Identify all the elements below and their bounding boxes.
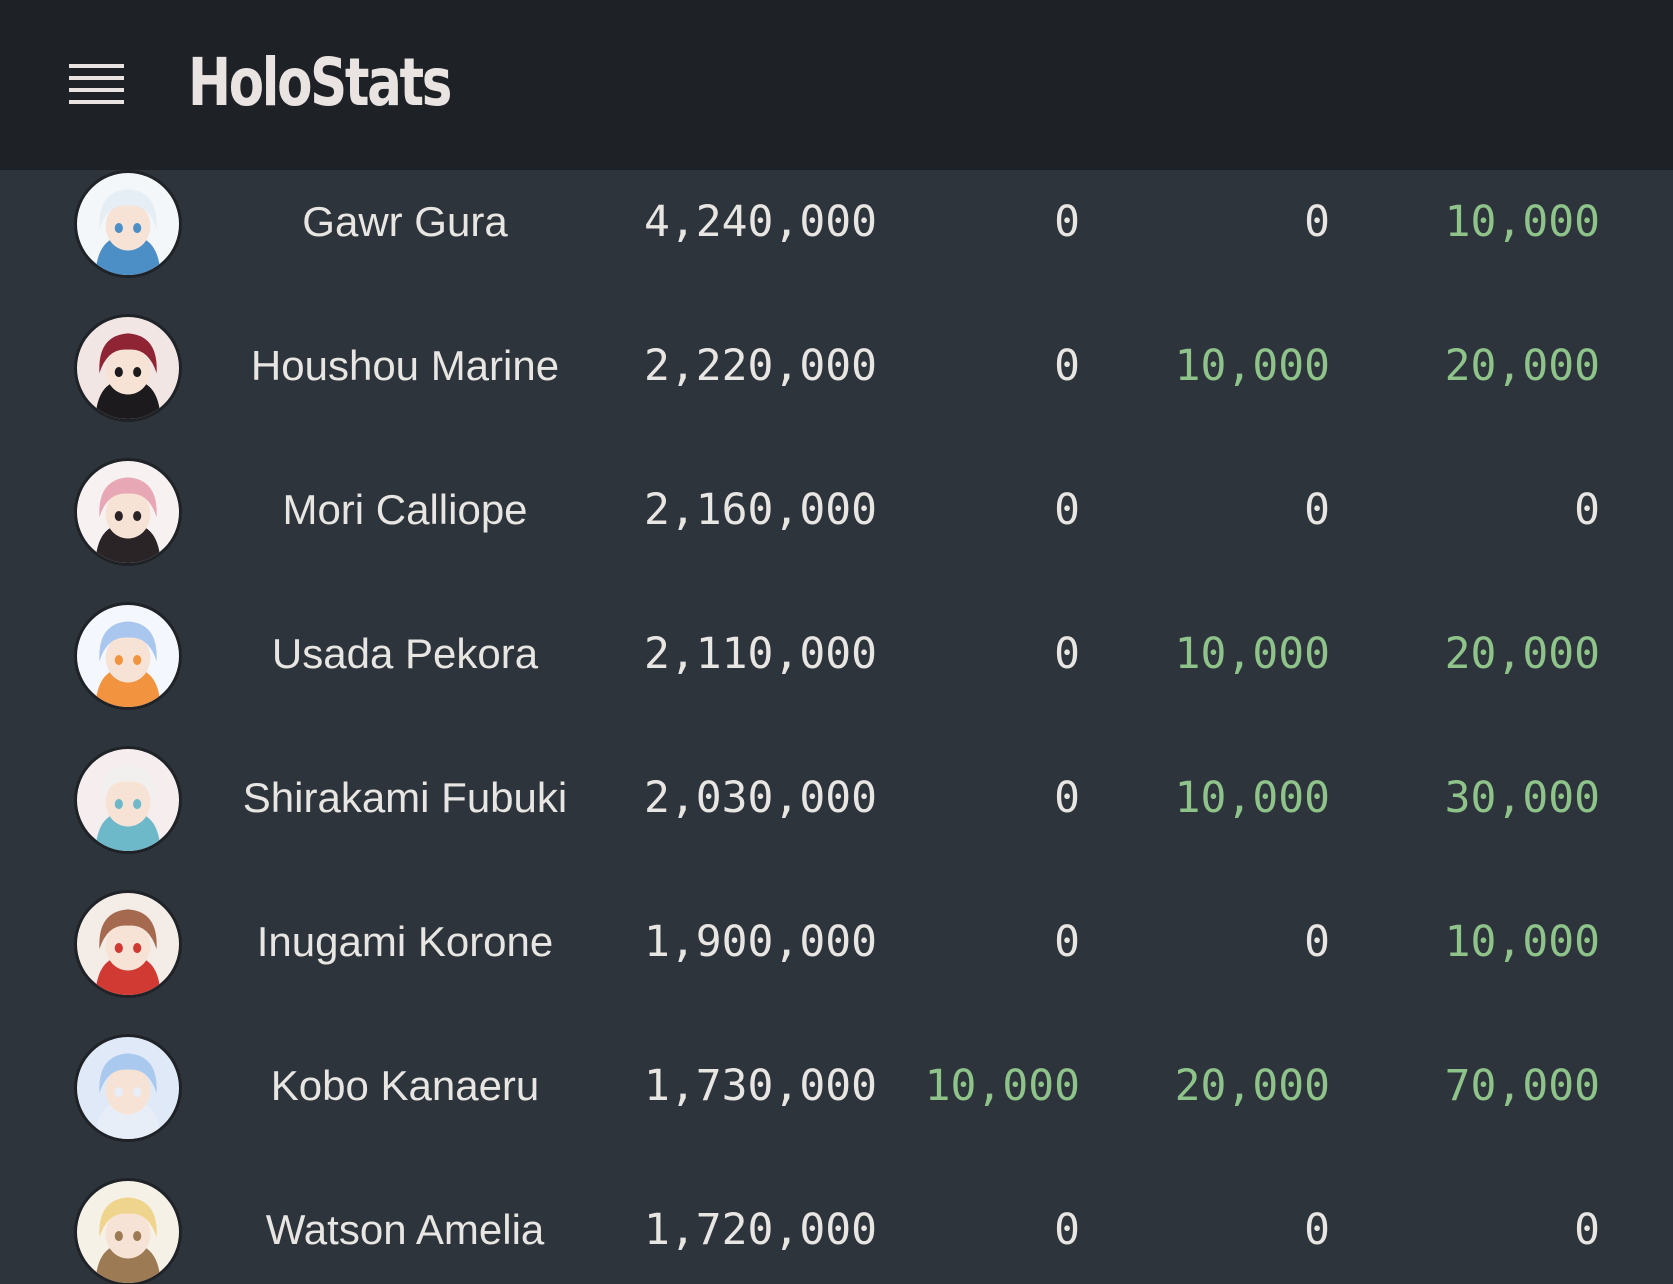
daily-change: 0 bbox=[1054, 773, 1080, 823]
app-header: HoloStats bbox=[0, 0, 1673, 170]
channel-avatar[interactable] bbox=[74, 170, 182, 278]
channel-name[interactable]: Inugami Korone bbox=[256, 918, 554, 965]
menu-bar-line bbox=[69, 88, 124, 92]
channel-name[interactable]: Gawr Gura bbox=[302, 198, 508, 245]
monthly-change: 10,000 bbox=[1444, 197, 1600, 247]
subscriber-count: 2,160,000 bbox=[644, 485, 877, 535]
daily-change: 0 bbox=[1054, 1205, 1080, 1255]
daily-change: 0 bbox=[1054, 485, 1080, 535]
subscriber-count: 1,730,000 bbox=[644, 1061, 877, 1111]
avatar-portrait-icon bbox=[77, 1037, 179, 1139]
table-row[interactable]: Watson Amelia 1,720,000 0 0 0 bbox=[0, 1158, 1673, 1284]
subscriber-count: 2,030,000 bbox=[644, 773, 877, 823]
channel-avatar[interactable] bbox=[74, 890, 182, 998]
channel-name[interactable]: Mori Calliope bbox=[282, 486, 528, 533]
weekly-change: 0 bbox=[1304, 197, 1330, 247]
channel-avatar[interactable] bbox=[74, 1034, 182, 1142]
channel-avatar[interactable] bbox=[74, 458, 182, 566]
daily-change: 0 bbox=[1054, 341, 1080, 391]
subscriber-count: 2,110,000 bbox=[644, 629, 877, 679]
hamburger-menu-icon[interactable] bbox=[64, 62, 124, 108]
channel-name[interactable]: Shirakami Fubuki bbox=[242, 774, 568, 821]
daily-change: 0 bbox=[1054, 197, 1080, 247]
channel-name[interactable]: Watson Amelia bbox=[265, 1206, 545, 1253]
table-row[interactable]: Kobo Kanaeru 1,730,000 10,000 20,000 70,000 bbox=[0, 1014, 1673, 1158]
channel-avatar[interactable] bbox=[74, 1178, 182, 1284]
weekly-change: 10,000 bbox=[1174, 341, 1330, 391]
app-title[interactable]: HoloStats bbox=[188, 44, 452, 121]
avatar-portrait-icon bbox=[77, 893, 179, 995]
subscriber-count: 4,240,000 bbox=[644, 197, 877, 247]
weekly-change: 10,000 bbox=[1174, 773, 1330, 823]
daily-change: 0 bbox=[1054, 629, 1080, 679]
weekly-change: 0 bbox=[1304, 485, 1330, 535]
monthly-change: 0 bbox=[1574, 1205, 1600, 1255]
avatar-portrait-icon bbox=[77, 317, 179, 419]
menu-bar-line bbox=[69, 76, 124, 80]
monthly-change: 0 bbox=[1574, 485, 1600, 535]
weekly-change: 20,000 bbox=[1174, 1061, 1330, 1111]
monthly-change: 10,000 bbox=[1444, 917, 1600, 967]
avatar-portrait-icon bbox=[77, 461, 179, 563]
weekly-change: 0 bbox=[1304, 1205, 1330, 1255]
avatar-portrait-icon bbox=[77, 605, 179, 707]
weekly-change: 10,000 bbox=[1174, 629, 1330, 679]
table-row[interactable]: Usada Pekora 2,110,000 0 10,000 20,000 bbox=[0, 582, 1673, 726]
monthly-change: 30,000 bbox=[1444, 773, 1600, 823]
table-row[interactable]: Inugami Korone 1,900,000 0 0 10,000 bbox=[0, 870, 1673, 1014]
channel-name[interactable]: Houshou Marine bbox=[250, 342, 560, 389]
menu-bar-line bbox=[69, 100, 124, 104]
avatar-portrait-icon bbox=[77, 173, 179, 275]
channel-avatar[interactable] bbox=[74, 314, 182, 422]
subscriber-count: 2,220,000 bbox=[644, 341, 877, 391]
daily-change: 10,000 bbox=[924, 1061, 1080, 1111]
avatar-portrait-icon bbox=[77, 1181, 179, 1283]
table-row[interactable]: Gawr Gura 4,240,000 0 0 10,000 bbox=[0, 150, 1673, 294]
channel-avatar[interactable] bbox=[74, 602, 182, 710]
subscriber-count: 1,720,000 bbox=[644, 1205, 877, 1255]
daily-change: 0 bbox=[1054, 917, 1080, 967]
table-row[interactable]: Shirakami Fubuki 2,030,000 0 10,000 30,000 bbox=[0, 726, 1673, 870]
weekly-change: 0 bbox=[1304, 917, 1330, 967]
monthly-change: 20,000 bbox=[1444, 629, 1600, 679]
subscriber-count: 1,900,000 bbox=[644, 917, 877, 967]
menu-bar-line bbox=[69, 64, 124, 68]
avatar-portrait-icon bbox=[77, 749, 179, 851]
channel-name[interactable]: Kobo Kanaeru bbox=[270, 1062, 540, 1109]
table-row[interactable]: Mori Calliope 2,160,000 0 0 0 bbox=[0, 438, 1673, 582]
channel-name[interactable]: Usada Pekora bbox=[271, 630, 539, 677]
channel-avatar[interactable] bbox=[74, 746, 182, 854]
channel-stats-table: Gawr Gura 4,240,000 0 0 10,000 Houshou Marine… bbox=[0, 150, 1673, 1284]
monthly-change: 20,000 bbox=[1444, 341, 1600, 391]
monthly-change: 70,000 bbox=[1444, 1061, 1600, 1111]
table-row[interactable]: Houshou Marine 2,220,000 0 10,000 20,000 bbox=[0, 294, 1673, 438]
